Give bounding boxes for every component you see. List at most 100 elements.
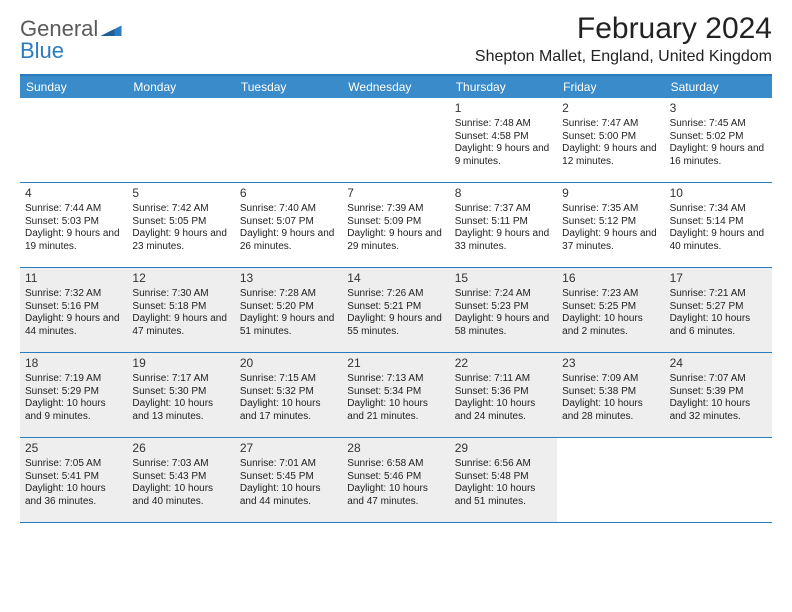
sunrise-text: Sunrise: 7:39 AM	[347, 203, 444, 216]
daylight-text: Daylight: 10 hours and 17 minutes.	[240, 398, 337, 423]
sunset-text: Sunset: 5:03 PM	[25, 216, 122, 229]
daylight-text: Daylight: 9 hours and 16 minutes.	[670, 143, 767, 168]
daylight-text: Daylight: 10 hours and 21 minutes.	[347, 398, 444, 423]
brand-mark-icon	[100, 18, 122, 40]
calendar-cell-empty	[342, 98, 449, 182]
sunset-text: Sunset: 5:12 PM	[562, 216, 659, 229]
date-number: 29	[455, 441, 552, 456]
daylight-text: Daylight: 9 hours and 51 minutes.	[240, 313, 337, 338]
daylight-text: Daylight: 9 hours and 58 minutes.	[455, 313, 552, 338]
date-number: 12	[132, 271, 229, 286]
daylight-text: Daylight: 9 hours and 29 minutes.	[347, 228, 444, 253]
daylight-text: Daylight: 9 hours and 26 minutes.	[240, 228, 337, 253]
calendar-cell: 17Sunrise: 7:21 AMSunset: 5:27 PMDayligh…	[665, 268, 772, 352]
daylight-text: Daylight: 9 hours and 44 minutes.	[25, 313, 122, 338]
sunset-text: Sunset: 5:36 PM	[455, 386, 552, 399]
sunset-text: Sunset: 5:09 PM	[347, 216, 444, 229]
daylight-text: Daylight: 9 hours and 23 minutes.	[132, 228, 229, 253]
calendar-cell-empty	[665, 438, 772, 522]
calendar-cell: 16Sunrise: 7:23 AMSunset: 5:25 PMDayligh…	[557, 268, 664, 352]
month-title: February 2024	[475, 12, 772, 46]
brand-logo: GeneralBlue	[20, 12, 122, 62]
calendar-cell: 29Sunrise: 6:56 AMSunset: 5:48 PMDayligh…	[450, 438, 557, 522]
date-number: 5	[132, 186, 229, 201]
daylight-text: Daylight: 10 hours and 40 minutes.	[132, 483, 229, 508]
calendar-cell: 9Sunrise: 7:35 AMSunset: 5:12 PMDaylight…	[557, 183, 664, 267]
calendar-week: 11Sunrise: 7:32 AMSunset: 5:16 PMDayligh…	[20, 268, 772, 353]
day-header-cell: Thursday	[450, 76, 557, 98]
sunset-text: Sunset: 5:43 PM	[132, 471, 229, 484]
sunset-text: Sunset: 5:30 PM	[132, 386, 229, 399]
sunset-text: Sunset: 5:05 PM	[132, 216, 229, 229]
date-number: 9	[562, 186, 659, 201]
sunrise-text: Sunrise: 7:28 AM	[240, 288, 337, 301]
sunrise-text: Sunrise: 6:58 AM	[347, 458, 444, 471]
sunrise-text: Sunrise: 7:23 AM	[562, 288, 659, 301]
sunrise-text: Sunrise: 7:48 AM	[455, 118, 552, 131]
day-header-cell: Monday	[127, 76, 234, 98]
sunset-text: Sunset: 5:41 PM	[25, 471, 122, 484]
calendar-cell: 12Sunrise: 7:30 AMSunset: 5:18 PMDayligh…	[127, 268, 234, 352]
date-number: 22	[455, 356, 552, 371]
calendar-cell: 22 Sunrise: 7:11 AMSunset: 5:36 PMDayligh…	[450, 353, 557, 437]
sunset-text: Sunset: 5:46 PM	[347, 471, 444, 484]
sunset-text: Sunset: 5:02 PM	[670, 131, 767, 144]
date-number: 14	[347, 271, 444, 286]
day-header-cell: Friday	[557, 76, 664, 98]
calendar: SundayMondayTuesdayWednesdayThursdayFrid…	[20, 74, 772, 523]
sunset-text: Sunset: 5:48 PM	[455, 471, 552, 484]
calendar-cell: 3Sunrise: 7:45 AMSunset: 5:02 PMDaylight…	[665, 98, 772, 182]
daylight-text: Daylight: 10 hours and 44 minutes.	[240, 483, 337, 508]
sunrise-text: Sunrise: 7:35 AM	[562, 203, 659, 216]
sunrise-text: Sunrise: 7:40 AM	[240, 203, 337, 216]
daylight-text: Daylight: 9 hours and 19 minutes.	[25, 228, 122, 253]
date-number: 11	[25, 271, 122, 286]
daylight-text: Daylight: 10 hours and 2 minutes.	[562, 313, 659, 338]
calendar-week: 1Sunrise: 7:48 AMSunset: 4:58 PMDaylight…	[20, 98, 772, 183]
calendar-body: 1Sunrise: 7:48 AMSunset: 4:58 PMDaylight…	[20, 98, 772, 523]
daylight-text: Daylight: 10 hours and 6 minutes.	[670, 313, 767, 338]
date-number: 6	[240, 186, 337, 201]
calendar-cell: 15Sunrise: 7:24 AMSunset: 5:23 PMDayligh…	[450, 268, 557, 352]
calendar-cell: 25Sunrise: 7:05 AMSunset: 5:41 PMDayligh…	[20, 438, 127, 522]
sunrise-text: Sunrise: 7:19 AM	[25, 373, 122, 386]
sunset-text: Sunset: 5:00 PM	[562, 131, 659, 144]
sunset-text: Sunset: 5:16 PM	[25, 301, 122, 314]
date-number: 23	[562, 356, 659, 371]
calendar-week: 4Sunrise: 7:44 AMSunset: 5:03 PMDaylight…	[20, 183, 772, 268]
calendar-cell-empty	[20, 98, 127, 182]
date-number: 4	[25, 186, 122, 201]
date-number: 15	[455, 271, 552, 286]
calendar-cell: 23Sunrise: 7:09 AMSunset: 5:38 PMDayligh…	[557, 353, 664, 437]
title-block: February 2024 Shepton Mallet, England, U…	[475, 12, 772, 66]
sunset-text: Sunset: 5:27 PM	[670, 301, 767, 314]
date-number: 20	[240, 356, 337, 371]
date-number: 13	[240, 271, 337, 286]
sunset-text: Sunset: 5:11 PM	[455, 216, 552, 229]
sunrise-text: Sunrise: 7:47 AM	[562, 118, 659, 131]
location-text: Shepton Mallet, England, United Kingdom	[475, 48, 772, 66]
date-number: 3	[670, 101, 767, 116]
calendar-cell: 11Sunrise: 7:32 AMSunset: 5:16 PMDayligh…	[20, 268, 127, 352]
calendar-cell: 10Sunrise: 7:34 AMSunset: 5:14 PMDayligh…	[665, 183, 772, 267]
sunrise-text: Sunrise: 7:09 AM	[562, 373, 659, 386]
day-header-row: SundayMondayTuesdayWednesdayThursdayFrid…	[20, 76, 772, 98]
daylight-text: Daylight: 10 hours and 13 minutes.	[132, 398, 229, 423]
date-number: 27	[240, 441, 337, 456]
calendar-cell: 26Sunrise: 7:03 AMSunset: 5:43 PMDayligh…	[127, 438, 234, 522]
calendar-cell: 24Sunrise: 7:07 AMSunset: 5:39 PMDayligh…	[665, 353, 772, 437]
brand-text-1: General	[20, 18, 98, 40]
calendar-cell: 21Sunrise: 7:13 AMSunset: 5:34 PMDayligh…	[342, 353, 449, 437]
daylight-text: Daylight: 9 hours and 47 minutes.	[132, 313, 229, 338]
date-number: 2	[562, 101, 659, 116]
sunrise-text: Sunrise: 7:44 AM	[25, 203, 122, 216]
sunset-text: Sunset: 5:18 PM	[132, 301, 229, 314]
daylight-text: Daylight: 10 hours and 24 minutes.	[455, 398, 552, 423]
sunrise-text: Sunrise: 7:24 AM	[455, 288, 552, 301]
calendar-cell-empty	[127, 98, 234, 182]
sunrise-text: Sunrise: 7:07 AM	[670, 373, 767, 386]
sunrise-text: Sunrise: 7:13 AM	[347, 373, 444, 386]
sunrise-text: Sunrise: 7:11 AM	[455, 373, 552, 386]
date-number: 19	[132, 356, 229, 371]
calendar-cell-empty	[557, 438, 664, 522]
